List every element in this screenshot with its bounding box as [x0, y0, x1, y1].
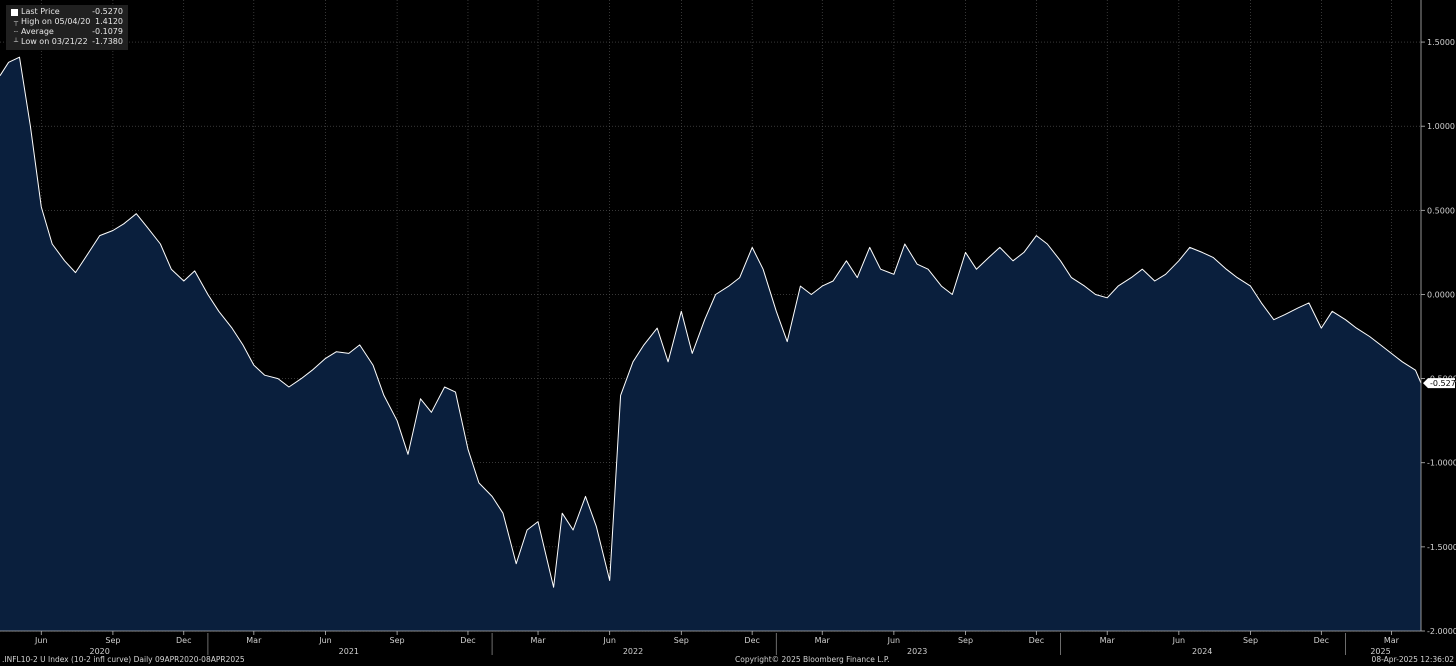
x-tick-label: Dec	[744, 636, 759, 645]
x-tick-label: Mar	[1384, 636, 1400, 645]
x-year-label: 2021	[339, 647, 359, 656]
x-tick-label: Dec	[176, 636, 191, 645]
legend-average-value: -0.1079	[92, 27, 123, 36]
series-line	[0, 56, 1422, 588]
footer-ticker: .INFL10-2 U Index (10-2 infl curve) Dail…	[2, 655, 245, 664]
y-tick-label: 1.0000	[1427, 122, 1455, 131]
legend-last-price: Last Price -0.5270	[11, 7, 123, 17]
legend-low-value: -1.7380	[92, 37, 123, 46]
legend-high: ┬ High on 05/04/20 1.4120	[11, 17, 123, 27]
x-tick-label: Mar	[246, 636, 262, 645]
legend-average: ┄ Average -0.1079	[11, 27, 123, 37]
average-marker-icon: ┄	[13, 28, 19, 36]
x-tick-label: Sep	[674, 636, 689, 645]
footer-timestamp: 08-Apr-2025 12:36:02	[1371, 655, 1454, 664]
x-tick-label: Dec	[460, 636, 475, 645]
footer-copyright: Copyright© 2025 Bloomberg Finance L.P.	[735, 655, 890, 664]
y-tick-label: -2.0000	[1427, 627, 1456, 636]
legend-average-label: Average	[21, 27, 54, 36]
x-tick-label: Sep	[958, 636, 973, 645]
series-layer	[0, 56, 1422, 631]
x-tick-label: Jun	[34, 636, 48, 645]
y-tick-label: -1.0000	[1427, 459, 1456, 468]
x-tick-label: Sep	[105, 636, 120, 645]
legend-low-label: Low on 03/21/22	[21, 37, 88, 46]
last-value-label: -0.5270	[1430, 379, 1456, 388]
legend-high-value: 1.4120	[95, 17, 123, 26]
x-tick-label: Jun	[602, 636, 616, 645]
legend-high-label: High on 05/04/20	[21, 17, 91, 26]
x-tick-label: Jun	[887, 636, 901, 645]
low-marker-icon: ┴	[13, 38, 19, 46]
x-tick-label: Mar	[815, 636, 831, 645]
x-year-label: 2025	[1370, 647, 1390, 656]
x-year-label: 2024	[1192, 647, 1212, 656]
legend-low: ┴ Low on 03/21/22 -1.7380	[11, 37, 123, 47]
high-marker-icon: ┬	[13, 18, 19, 26]
x-tick-label: Jun	[1172, 636, 1186, 645]
legend-last-value: -0.5270	[92, 7, 123, 16]
y-tick-label: 0.5000	[1427, 206, 1455, 215]
x-tick-label: Sep	[1243, 636, 1258, 645]
x-tick-label: Mar	[530, 636, 546, 645]
last-value-tag	[1423, 378, 1455, 389]
x-year-label: 2020	[89, 647, 109, 656]
x-year-label: 2022	[623, 647, 643, 656]
x-year-label: 2023	[907, 647, 927, 656]
y-tick-label: -1.5000	[1427, 543, 1456, 552]
x-tick-label: Mar	[1100, 636, 1116, 645]
x-tick-label: Jun	[318, 636, 332, 645]
x-tick-label: Sep	[390, 636, 405, 645]
x-tick-label: Dec	[1314, 636, 1329, 645]
chart-legend: Last Price -0.5270 ┬ High on 05/04/20 1.…	[6, 5, 128, 50]
x-tick-label: Dec	[1029, 636, 1044, 645]
y-tick-label: 0.0000	[1427, 290, 1455, 299]
y-tick-label: 1.5000	[1427, 38, 1455, 47]
last-price-swatch-icon	[11, 8, 18, 16]
series-area	[0, 57, 1421, 631]
legend-last-label: Last Price	[21, 7, 60, 16]
